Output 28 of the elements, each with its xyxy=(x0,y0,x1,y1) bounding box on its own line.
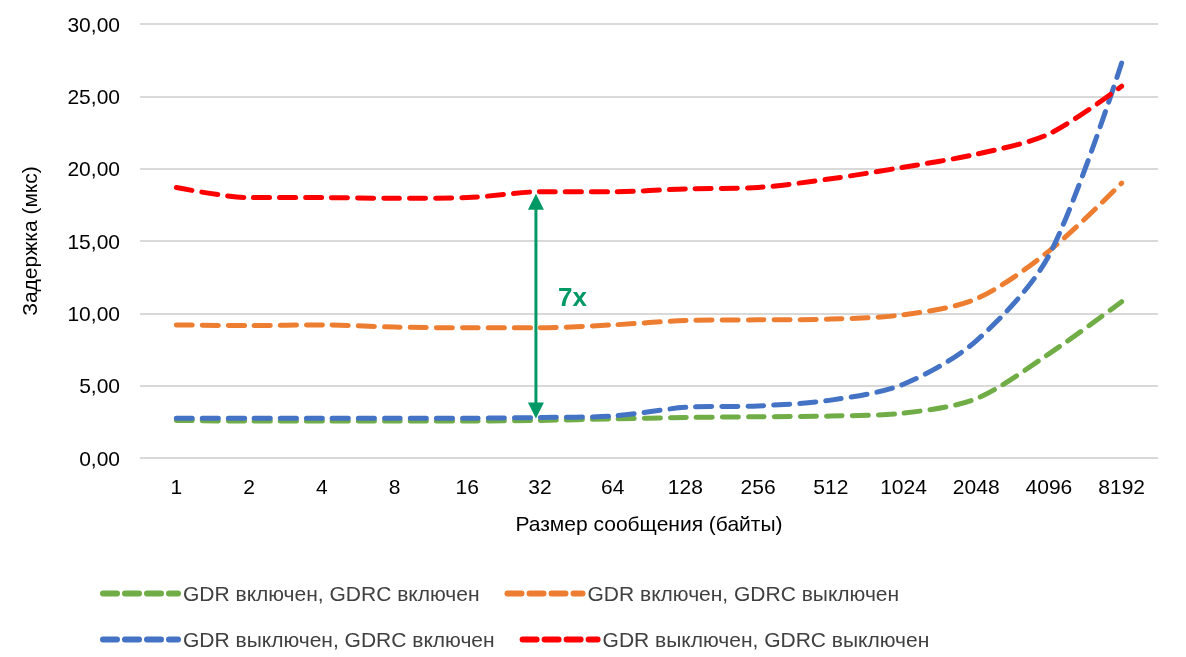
annotation: 7x xyxy=(557,282,588,313)
x-tick-label: 4096 xyxy=(1025,475,1073,498)
y-tick-label: 25,00 xyxy=(67,84,120,108)
legend-label: GDR выключен, GDRC включен xyxy=(183,628,495,651)
x-tick-label: 8 xyxy=(388,475,401,498)
x-axis-title: Размер сообщения (байты) xyxy=(515,512,783,535)
x-tick-label: 64 xyxy=(600,475,625,498)
x-tick-label: 128 xyxy=(667,475,703,498)
x-tick-label: 32 xyxy=(528,475,552,498)
y-tick-label: 10,00 xyxy=(67,301,120,325)
x-tick-label: 2 xyxy=(243,475,255,498)
x-tick-label: 512 xyxy=(813,475,849,498)
y-tick-label: 30,00 xyxy=(67,12,120,36)
x-tick-label: 4 xyxy=(315,475,328,498)
x-tick-label: 1024 xyxy=(880,475,928,498)
x-tick-label: 256 xyxy=(740,475,776,498)
y-tick-label: 15,00 xyxy=(67,229,120,253)
legend-label: GDR включен, GDRC включен xyxy=(183,582,480,605)
x-tick-label: 16 xyxy=(455,475,479,498)
x-tick-label: 8192 xyxy=(1098,475,1145,498)
x-tick-label: 1 xyxy=(170,475,183,498)
x-tick-label: 2048 xyxy=(952,475,1000,498)
y-tick-label: 0,00 xyxy=(79,446,120,470)
y-axis-title: Задержка (мкс) xyxy=(18,166,41,316)
legend-label: GDR выключен, GDRC выключен xyxy=(602,628,930,651)
y-tick-label: 5,00 xyxy=(79,374,120,398)
y-tick-label: 20,00 xyxy=(67,157,120,181)
legend-label: GDR включен, GDRC выключен xyxy=(587,582,900,605)
